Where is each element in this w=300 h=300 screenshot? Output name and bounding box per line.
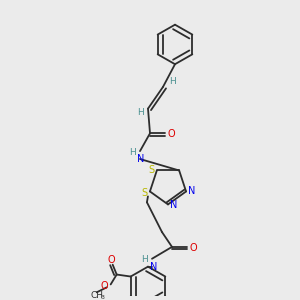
Text: N: N bbox=[137, 154, 145, 164]
Text: H: H bbox=[169, 77, 176, 86]
Text: O: O bbox=[167, 129, 175, 139]
Text: O: O bbox=[101, 281, 109, 291]
Text: H: H bbox=[142, 255, 148, 264]
Text: S: S bbox=[142, 188, 148, 198]
Text: H: H bbox=[136, 108, 143, 117]
Text: N: N bbox=[188, 187, 196, 196]
Text: N: N bbox=[170, 200, 178, 210]
Text: 3: 3 bbox=[100, 295, 104, 300]
Text: O: O bbox=[189, 243, 197, 253]
Text: S: S bbox=[149, 166, 155, 176]
Text: CH: CH bbox=[90, 291, 103, 300]
Text: N: N bbox=[150, 262, 158, 272]
Text: H: H bbox=[130, 148, 136, 157]
Text: O: O bbox=[108, 255, 116, 265]
